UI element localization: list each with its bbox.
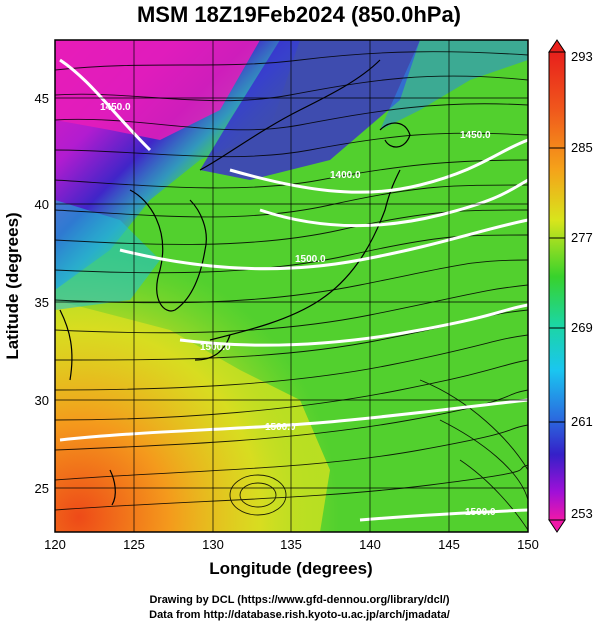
y-tick-label: 45: [35, 91, 49, 106]
x-tick-label: 140: [359, 537, 381, 552]
contour-label: 1450.0: [460, 130, 491, 141]
x-tick-label: 135: [280, 537, 302, 552]
x-tick-label: 125: [123, 537, 145, 552]
x-axis-ticks: 120 125 130 135 140 145 150: [44, 537, 539, 552]
height-contours: [59, 58, 528, 522]
contour-label: 1400.0: [330, 170, 361, 181]
plot-frame: [54, 39, 529, 533]
x-tick-label: 150: [517, 537, 539, 552]
temperature-field: 1450.0 1400.0 1450.0 1500.0 1500.0 1500.…: [55, 40, 528, 532]
y-axis-label: Latitude (degrees): [3, 212, 22, 359]
figure-title: MSM 18Z19Feb2024 (850.0hPa): [137, 2, 461, 27]
x-axis-label: Longitude (degrees): [209, 559, 372, 578]
colorbar: 293 285 277 269 261 253: [548, 39, 593, 533]
colorbar-tick-label: 293: [571, 49, 593, 64]
colorbar-max-arrow: [548, 39, 566, 53]
colorbar-tick-label: 269: [571, 320, 593, 335]
colorbar-min-arrow: [548, 519, 566, 533]
x-tick-label: 120: [44, 537, 66, 552]
y-tick-label: 25: [35, 481, 49, 496]
contour-label-group: 1450.0 1400.0 1450.0 1500.0 1500.0 1500.…: [100, 102, 496, 518]
contour-label: 1500.0: [200, 342, 231, 353]
y-tick-label: 40: [35, 197, 49, 212]
x-tick-label: 145: [438, 537, 460, 552]
contour-label: 1500.0: [295, 254, 326, 265]
y-axis-ticks: 25 30 35 40 45: [35, 91, 49, 496]
colorbar-tick-label: 277: [571, 230, 593, 245]
colorbar-tick-label: 285: [571, 140, 593, 155]
x-tick-label: 130: [202, 537, 224, 552]
contour-label: 1450.0: [100, 102, 131, 113]
credit-data-source: Data from http://database.rish.kyoto-u.a…: [149, 609, 450, 621]
map-grid: [55, 40, 528, 532]
contour-label: 1500.0: [465, 507, 496, 518]
wind-streamlines: [55, 51, 528, 531]
y-tick-label: 35: [35, 295, 49, 310]
credit-drawing: Drawing by DCL (https://www.gfd-dennou.o…: [149, 594, 450, 606]
y-tick-label: 30: [35, 393, 49, 408]
colorbar-bar: [548, 51, 566, 521]
colorbar-tick-label: 253: [571, 506, 593, 521]
colorbar-tick-label: 261: [571, 414, 593, 429]
contour-label: 1500.0: [265, 422, 296, 433]
